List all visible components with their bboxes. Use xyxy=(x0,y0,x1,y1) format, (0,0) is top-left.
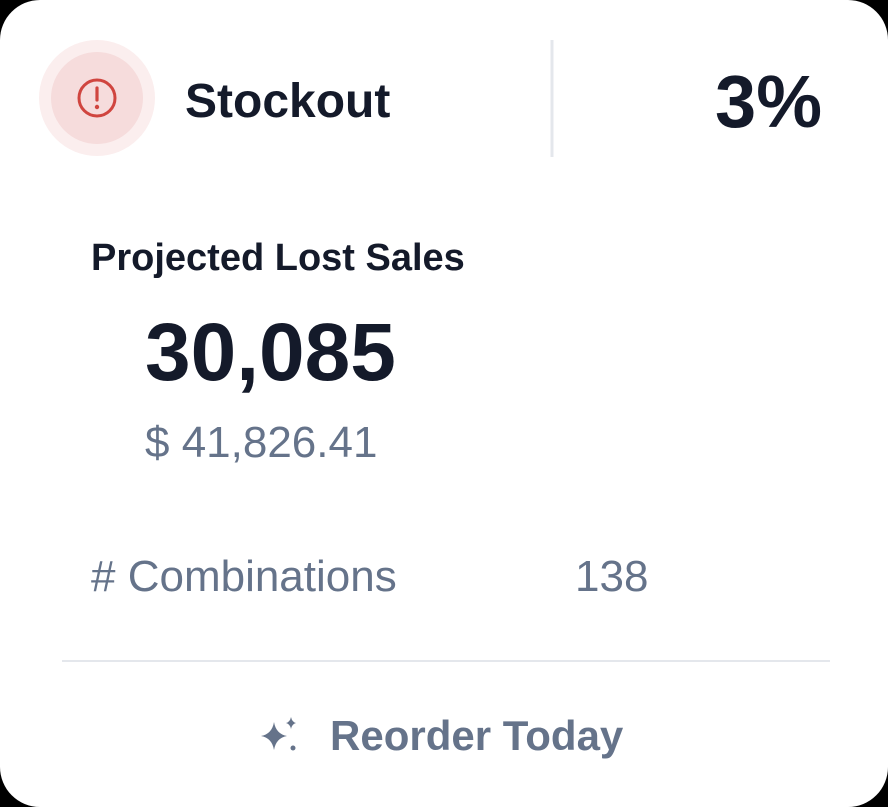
combinations-value: 138 xyxy=(575,552,648,601)
reorder-button[interactable]: Reorder Today xyxy=(250,700,650,770)
section-title: Projected Lost Sales xyxy=(91,237,465,279)
status-label: Stockout xyxy=(185,75,390,128)
sparkle-icon xyxy=(261,717,296,751)
button-area[interactable] xyxy=(250,700,650,770)
lost-units: 30,085 xyxy=(145,307,396,398)
status-percent: 3% xyxy=(715,60,822,143)
alert-icon xyxy=(77,78,117,118)
lost-amount: $ 41,826.41 xyxy=(145,418,377,467)
button-label[interactable]: Reorder Today xyxy=(330,712,624,759)
combinations-label: # Combinations xyxy=(91,552,397,601)
